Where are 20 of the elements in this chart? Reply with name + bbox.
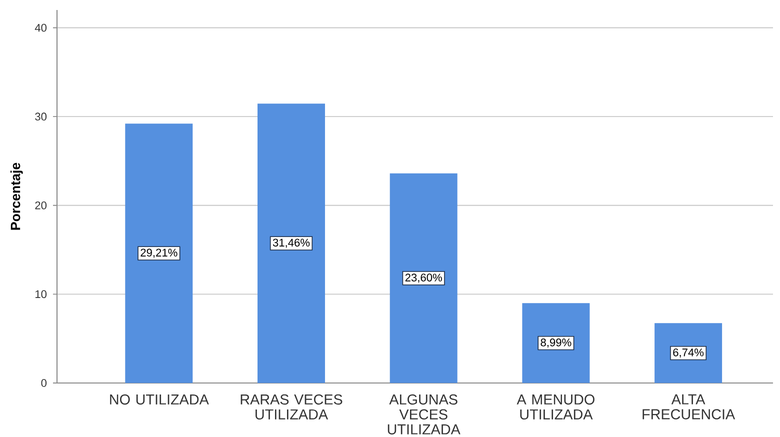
x-tick-label: ALTA FRECUENCIA bbox=[642, 394, 736, 420]
y-tick-label: 30 bbox=[35, 112, 47, 120]
y-tick-label: 0 bbox=[41, 379, 47, 387]
data-label: 6,74% bbox=[673, 348, 704, 358]
data-label: 29,21% bbox=[140, 248, 178, 258]
data-label: 23,60% bbox=[405, 274, 442, 283]
bar bbox=[258, 104, 326, 383]
y-tick-label: 20 bbox=[35, 201, 47, 210]
y-axis-title: Porcentaje bbox=[10, 162, 23, 230]
x-tick-label: NO UTILIZADA bbox=[110, 394, 209, 405]
data-label: 31,46% bbox=[272, 238, 310, 248]
data-label: 8,99% bbox=[540, 338, 572, 348]
y-tick-label: 40 bbox=[34, 24, 47, 32]
bar bbox=[390, 173, 458, 383]
x-tick-label: ALGUNAS VECES UTILIZADA bbox=[388, 394, 460, 434]
y-tick-label: 10 bbox=[35, 290, 47, 298]
bar bbox=[125, 124, 193, 383]
x-tick-label: RARAS VECES UTILIZADA bbox=[240, 394, 342, 420]
x-tick-label: A MENUDO UTILIZADA bbox=[516, 394, 594, 420]
bar bbox=[522, 303, 590, 383]
